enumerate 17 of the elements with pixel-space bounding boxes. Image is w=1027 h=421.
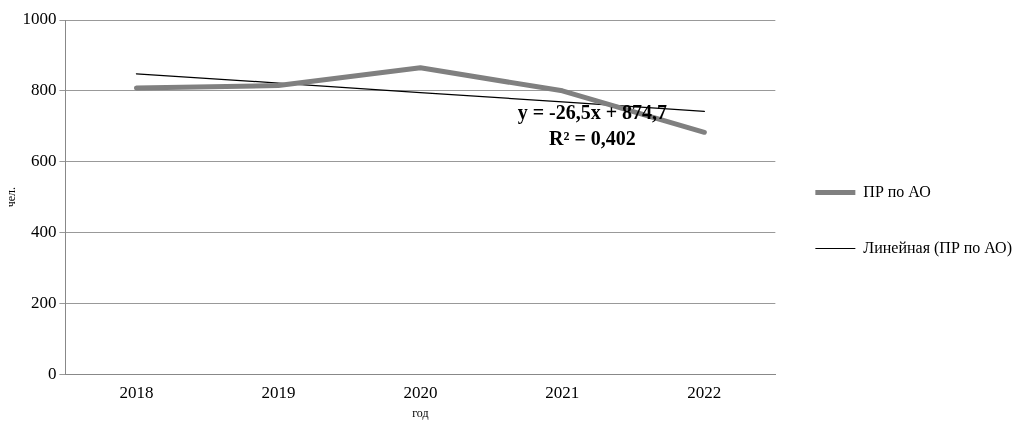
legend-label: Линейная (ПР по АО)	[863, 238, 1013, 257]
x-tick-label: 2019	[261, 382, 296, 402]
x-tick-label: 2021	[545, 382, 580, 402]
x-tick-label: 2020	[403, 382, 438, 402]
x-tick-label: 2022	[687, 382, 722, 402]
y-tick-label: 0	[47, 363, 57, 383]
x-tick-label: 2018	[119, 382, 154, 402]
x-axis-title: год	[412, 405, 429, 420]
y-tick-label: 800	[30, 80, 57, 100]
y-tick-label: 1000	[22, 9, 57, 29]
y-tick-label: 600	[30, 151, 57, 171]
annotation: R² = 0,402	[548, 127, 636, 150]
y-axis-title: чел.	[4, 186, 19, 208]
annotation: y = -26,5x + 874,7	[517, 101, 668, 125]
legend-label: ПР по АО	[863, 182, 931, 200]
y-tick-label: 400	[30, 221, 57, 241]
y-tick-label: 200	[30, 292, 57, 312]
